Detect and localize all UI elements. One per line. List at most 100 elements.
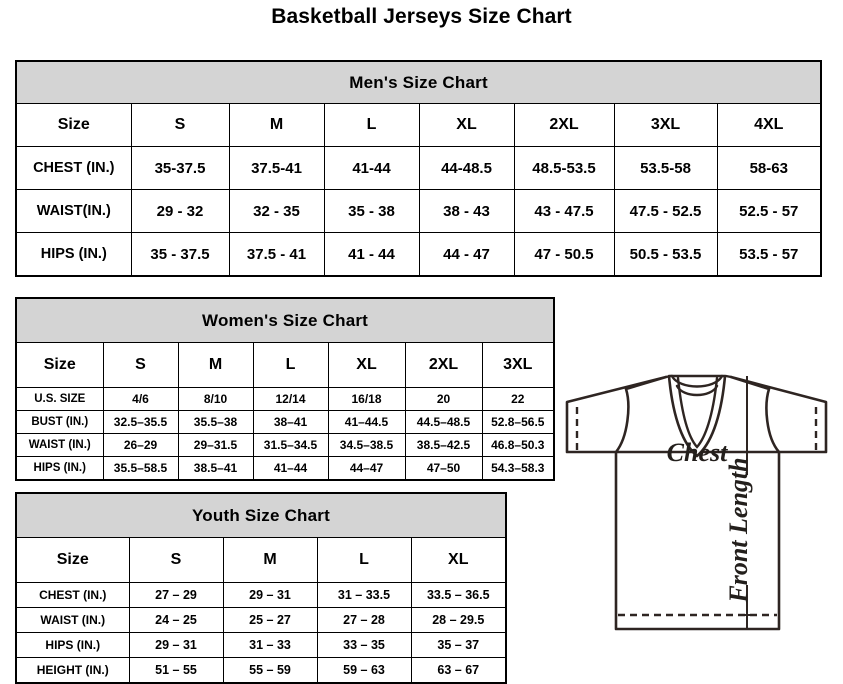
mens-table-caption: Men's Size Chart — [15, 60, 822, 104]
mens-cell-hips-3xl: 50.5 - 53.5 — [613, 232, 718, 277]
womens-cell-ussize-2xl: 20 — [404, 387, 483, 411]
womens-table-caption: Women's Size Chart — [15, 297, 555, 343]
womens-cell-hips-m: 38.5–41 — [177, 456, 254, 481]
mens-col-header-xl: XL — [418, 103, 515, 147]
mens-col-header-3xl: 3XL — [613, 103, 718, 147]
womens-col-header-xl: XL — [327, 342, 406, 388]
jersey-collar-band-upper — [670, 374, 724, 388]
youth-cell-waist-m: 25 – 27 — [222, 607, 318, 633]
mens-cell-hips-4xl: 53.5 - 57 — [716, 232, 822, 277]
youth-col-header-l: L — [316, 537, 412, 583]
mens-row-label-waist: WAIST(IN.) — [15, 189, 132, 233]
mens-cell-waist-m: 32 - 35 — [228, 189, 325, 233]
womens-cell-waist-xl: 34.5–38.5 — [327, 433, 406, 457]
mens-col-header-4xl: 4XL — [716, 103, 822, 147]
table-row: WAIST(IN.) 29 - 32 32 - 35 35 - 38 38 - … — [15, 189, 822, 233]
womens-table-caption-row: Women's Size Chart — [15, 297, 555, 343]
youth-table-caption-row: Youth Size Chart — [15, 492, 507, 538]
youth-cell-chest-s: 27 – 29 — [128, 582, 224, 608]
womens-cell-hips-2xl: 47–50 — [404, 456, 483, 481]
womens-cell-ussize-3xl: 22 — [481, 387, 555, 411]
womens-col-header-l: L — [252, 342, 329, 388]
youth-header-row: Size S M L XL — [15, 537, 507, 583]
table-row: WAIST (IN.) 26–29 29–31.5 31.5–34.5 34.5… — [15, 433, 555, 457]
womens-row-label-bust: BUST (IN.) — [15, 410, 104, 434]
jersey-vneck-outer — [667, 374, 727, 458]
womens-cell-hips-xl: 44–47 — [327, 456, 406, 481]
mens-row-label-chest: CHEST (IN.) — [15, 146, 132, 190]
mens-table-caption-row: Men's Size Chart — [15, 60, 822, 104]
mens-cell-chest-4xl: 58-63 — [716, 146, 822, 190]
womens-cell-waist-s: 26–29 — [102, 433, 179, 457]
womens-row-label-us-size: U.S. SIZE — [15, 387, 104, 411]
womens-header-row: Size S M L XL 2XL 3XL — [15, 342, 555, 388]
youth-col-header-m: M — [222, 537, 318, 583]
jersey-vneck-inner — [676, 376, 719, 449]
front-length-label: Front Length — [724, 457, 753, 603]
mens-cell-waist-s: 29 - 32 — [130, 189, 230, 233]
mens-cell-hips-s: 35 - 37.5 — [130, 232, 230, 277]
table-row: HIPS (IN.) 35.5–58.5 38.5–41 41–44 44–47… — [15, 456, 555, 481]
mens-cell-hips-m: 37.5 - 41 — [228, 232, 325, 277]
mens-cell-waist-xl: 38 - 43 — [418, 189, 515, 233]
youth-cell-chest-m: 29 – 31 — [222, 582, 318, 608]
womens-cell-ussize-xl: 16/18 — [327, 387, 406, 411]
mens-cell-chest-3xl: 53.5-58 — [613, 146, 718, 190]
womens-cell-waist-m: 29–31.5 — [177, 433, 254, 457]
mens-cell-chest-xl: 44-48.5 — [418, 146, 515, 190]
womens-cell-ussize-l: 12/14 — [252, 387, 329, 411]
youth-row-label-chest: CHEST (IN.) — [15, 582, 130, 608]
womens-cell-hips-3xl: 54.3–58.3 — [481, 456, 555, 481]
table-row: HIPS (IN.) 35 - 37.5 37.5 - 41 41 - 44 4… — [15, 232, 822, 277]
youth-cell-height-l: 59 – 63 — [316, 657, 412, 684]
youth-cell-height-m: 55 – 59 — [222, 657, 318, 684]
jersey-measurement-diagram: Chest Front Length — [521, 345, 843, 645]
womens-cell-bust-s: 32.5–35.5 — [102, 410, 179, 434]
mens-col-header-2xl: 2XL — [513, 103, 615, 147]
jersey-right-sleeve — [729, 375, 828, 454]
womens-cell-ussize-s: 4/6 — [102, 387, 179, 411]
youth-size-chart-table: Youth Size Chart Size S M L XL CHEST (IN… — [15, 492, 508, 684]
mens-cell-hips-l: 41 - 44 — [323, 232, 420, 277]
youth-cell-hips-l: 33 – 35 — [316, 632, 412, 658]
womens-cell-bust-m: 35.5–38 — [177, 410, 254, 434]
jersey-body-shape — [614, 450, 781, 631]
youth-row-label-height: HEIGHT (IN.) — [15, 657, 130, 684]
youth-cell-chest-l: 31 – 33.5 — [316, 582, 412, 608]
womens-row-label-hips: HIPS (IN.) — [15, 456, 104, 481]
youth-cell-height-s: 51 – 55 — [128, 657, 224, 684]
youth-cell-waist-s: 24 – 25 — [128, 607, 224, 633]
mens-cell-waist-2xl: 43 - 47.5 — [513, 189, 615, 233]
youth-cell-height-xl: 63 – 67 — [410, 657, 507, 684]
chest-label: Chest — [667, 438, 728, 467]
womens-row-label-waist: WAIST (IN.) — [15, 433, 104, 457]
mens-cell-chest-l: 41-44 — [323, 146, 420, 190]
mens-cell-hips-2xl: 47 - 50.5 — [513, 232, 615, 277]
page-title: Basketball Jerseys Size Chart — [271, 5, 572, 28]
womens-col-header-2xl: 2XL — [404, 342, 483, 388]
table-row: WAIST (IN.) 24 – 25 25 – 27 27 – 28 28 –… — [15, 607, 507, 633]
youth-cell-waist-xl: 28 – 29.5 — [410, 607, 507, 633]
youth-cell-hips-xl: 35 – 37 — [410, 632, 507, 658]
youth-row-label-waist: WAIST (IN.) — [15, 607, 130, 633]
youth-col-header-size: Size — [15, 537, 130, 583]
womens-cell-waist-2xl: 38.5–42.5 — [404, 433, 483, 457]
table-row: HEIGHT (IN.) 51 – 55 55 – 59 59 – 63 63 … — [15, 657, 507, 684]
mens-cell-chest-m: 37.5-41 — [228, 146, 325, 190]
womens-cell-hips-l: 41–44 — [252, 456, 329, 481]
womens-cell-bust-3xl: 52.8–56.5 — [481, 410, 555, 434]
mens-cell-waist-3xl: 47.5 - 52.5 — [613, 189, 718, 233]
womens-col-header-size: Size — [15, 342, 104, 388]
table-row: U.S. SIZE 4/6 8/10 12/14 16/18 20 22 — [15, 387, 555, 411]
mens-col-header-m: M — [228, 103, 325, 147]
mens-size-chart-table: Men's Size Chart Size S M L XL 2XL 3XL 4… — [15, 60, 823, 277]
youth-cell-waist-l: 27 – 28 — [316, 607, 412, 633]
womens-cell-waist-l: 31.5–34.5 — [252, 433, 329, 457]
mens-cell-chest-2xl: 48.5-53.5 — [513, 146, 615, 190]
mens-cell-waist-4xl: 52.5 - 57 — [716, 189, 822, 233]
mens-cell-waist-l: 35 - 38 — [323, 189, 420, 233]
table-row: HIPS (IN.) 29 – 31 31 – 33 33 – 35 35 – … — [15, 632, 507, 658]
womens-col-header-s: S — [102, 342, 179, 388]
womens-cell-ussize-m: 8/10 — [177, 387, 254, 411]
womens-cell-bust-l: 38–41 — [252, 410, 329, 434]
